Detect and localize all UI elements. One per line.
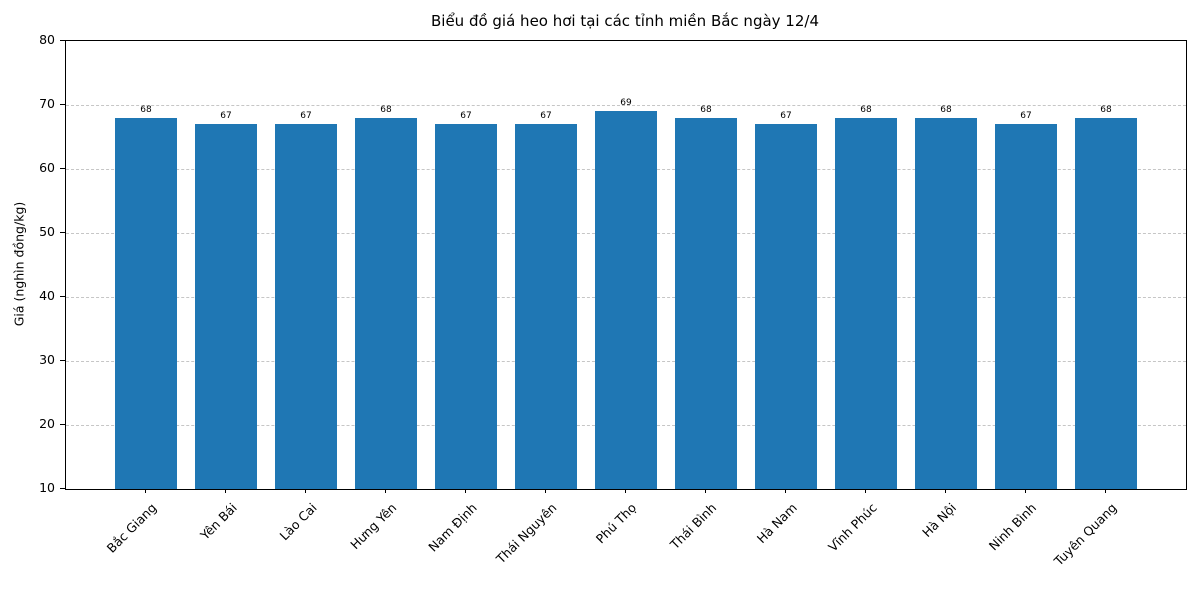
- y-tick-label: 20: [39, 416, 55, 431]
- x-tick-label-text: Hà Nam: [753, 500, 800, 547]
- y-tick-mark: [60, 232, 65, 233]
- y-tick-label: 60: [39, 160, 55, 175]
- bar: [675, 117, 737, 489]
- y-tick-label: 40: [39, 288, 55, 303]
- x-tick-label-text: Phú Thọ: [593, 500, 640, 547]
- x-tick-label-text: Bắc Giang: [103, 500, 160, 556]
- bar-value-label: 68: [380, 104, 392, 115]
- bar-value-label: 68: [940, 104, 952, 115]
- y-tick-label: 80: [39, 32, 55, 47]
- bar: [755, 124, 817, 489]
- x-tick-mark: [1025, 488, 1026, 493]
- plot-area: 68 67 67 68 67 67 69 68 67 68 68 67 68: [65, 40, 1187, 490]
- bar-value-label: 68: [1100, 104, 1112, 115]
- x-tick-mark: [465, 488, 466, 493]
- bar: [435, 124, 497, 489]
- y-tick-mark: [60, 40, 65, 41]
- bar-value-label: 69: [620, 98, 632, 109]
- bar: [995, 124, 1057, 489]
- x-tick-mark: [705, 488, 706, 493]
- bar: [115, 117, 177, 489]
- bar: [835, 117, 897, 489]
- y-tick-mark: [60, 104, 65, 105]
- y-tick-mark: [60, 360, 65, 361]
- bar-value-label: 67: [460, 111, 472, 122]
- x-tick-mark: [865, 488, 866, 493]
- y-tick-mark: [60, 296, 65, 297]
- y-tick-label: 30: [39, 352, 55, 367]
- bar: [355, 117, 417, 489]
- chart-title: Biểu đồ giá heo hơi tại các tỉnh miền Bắ…: [430, 12, 819, 30]
- bar-value-label: 67: [780, 111, 792, 122]
- y-tick-label: 10: [39, 480, 55, 495]
- bar-value-label: 68: [700, 104, 712, 115]
- y-tick-mark: [60, 488, 65, 489]
- x-tick-label-text: Yên Bái: [196, 500, 240, 543]
- bar-value-label: 68: [140, 104, 152, 115]
- bar-value-label: 67: [300, 111, 312, 122]
- y-tick-label: 50: [39, 224, 55, 239]
- bar-value-label: 68: [860, 104, 872, 115]
- x-tick-label-text: Thái Bình: [667, 500, 720, 553]
- y-axis-label: Giá (nghìn đồng/kg): [11, 201, 27, 327]
- bar-value-label: 67: [220, 111, 232, 122]
- bar-value-label: 67: [540, 111, 552, 122]
- bar-value-label: 67: [1020, 111, 1032, 122]
- x-tick-mark: [945, 488, 946, 493]
- bar: [515, 124, 577, 489]
- x-tick-label-text: Lào Cai: [276, 500, 320, 544]
- x-tick-mark: [785, 488, 786, 493]
- x-tick-label-text: Vĩnh Phúc: [825, 500, 880, 555]
- x-tick-label-text: Tuyên Quang: [1051, 500, 1120, 569]
- x-tick-label-text: Hà Nội: [919, 500, 960, 540]
- bar: [195, 124, 257, 489]
- y-tick-label: 70: [39, 96, 55, 111]
- x-tick-label-text: Nam Định: [425, 500, 480, 555]
- x-tick-label-text: Thái Nguyên: [493, 500, 560, 567]
- x-tick-label-text: Hưng Yên: [347, 500, 400, 553]
- x-tick-mark: [545, 488, 546, 493]
- y-tick-mark: [60, 168, 65, 169]
- bar: [915, 117, 977, 489]
- bar: [1075, 117, 1137, 489]
- x-tick-mark: [625, 488, 626, 493]
- bar: [595, 111, 657, 489]
- bar: [275, 124, 337, 489]
- x-tick-mark: [225, 488, 226, 493]
- y-tick-mark: [60, 424, 65, 425]
- x-tick-mark: [385, 488, 386, 493]
- x-tick-mark: [1105, 488, 1106, 493]
- x-tick-mark: [145, 488, 146, 493]
- x-tick-label-text: Ninh Bình: [986, 500, 1040, 554]
- x-tick-mark: [305, 488, 306, 493]
- y-gridline: [66, 105, 1186, 106]
